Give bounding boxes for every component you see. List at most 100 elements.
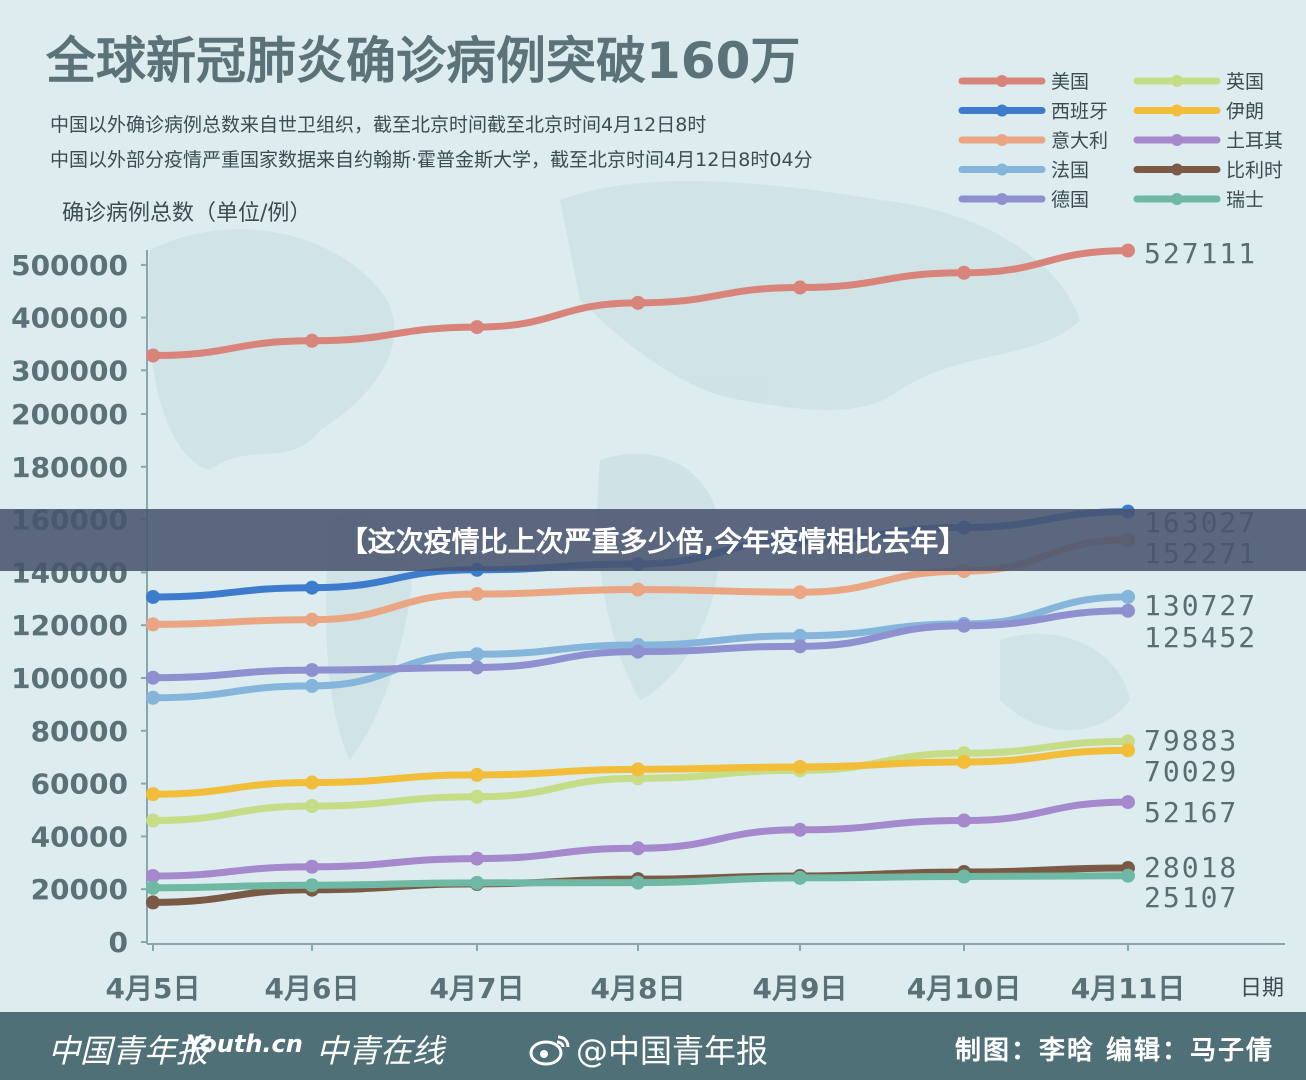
legend-item: 土耳其 [1133,130,1283,152]
legend-item: 西班牙 [958,101,1108,123]
data-point [1121,603,1135,618]
data-point [470,875,484,890]
data-label: 70029 [1144,755,1238,788]
legend-label: 英国 [1226,71,1264,93]
legend-label: 西班牙 [1051,101,1108,123]
data-point [957,869,971,884]
legend-label: 意大利 [1051,130,1108,152]
chart-subtitle: 中国以外部分疫情严重国家数据来自约翰斯·霍普金斯大学，截至北京时间4月12日8时… [50,149,813,171]
data-point [146,787,160,802]
data-point [631,841,645,856]
data-point [146,670,160,685]
data-label: 79883 [1144,724,1238,757]
x-tick-label: 4月6日 [265,972,360,1005]
data-point [793,870,807,885]
x-tick-label: 4月9日 [753,972,848,1005]
data-point [631,762,645,777]
data-point [470,587,484,602]
legend-item: 瑞士 [1133,189,1264,211]
chart-title: 全球新冠肺炎确诊病例突破160万 [45,32,800,90]
data-point [146,880,160,895]
weibo-icon [529,1035,570,1066]
weibo-handle[interactable]: @中国青年报 [528,1026,768,1072]
newspaper-logo: 中国青年报 [48,1032,209,1070]
data-point [305,663,319,678]
legend-marker [996,163,1008,176]
data-label: 125452 [1144,621,1257,654]
y-tick-label: 400000 [11,302,128,335]
legend-label: 德国 [1051,189,1089,211]
legend-marker [996,193,1008,205]
legend-item: 英国 [1133,71,1264,93]
online-logo: 中青在线 [316,1032,445,1070]
data-point [1121,795,1135,810]
legend-marker [1171,193,1183,205]
y-tick-label: 100000 [11,662,128,695]
legend-item: 美国 [958,71,1089,93]
data-point [146,617,160,632]
legend-label: 美国 [1051,71,1089,93]
legend-item: 意大利 [958,130,1108,152]
data-point [793,639,807,654]
data-point [1121,589,1135,604]
legend-item: 德国 [958,189,1089,211]
x-tick-label: 4月7日 [430,972,525,1005]
data-point [631,644,645,659]
data-point [470,851,484,866]
data-label: 25107 [1144,881,1238,914]
legend-marker [996,75,1008,87]
series-line [149,798,1132,880]
data-point [146,589,160,604]
footer-bar: 中国青年报 Youth.cn 中青在线 @中国青年报 制图：李晗 编辑：马子倩 [0,1012,1306,1080]
data-point [957,754,971,769]
data-point [957,265,971,280]
series-1: 527111 [146,237,1255,363]
youth-logo: Youth.cn [186,1030,303,1058]
y-tick-label: 300000 [11,354,128,387]
data-point [957,618,971,633]
y-tick-label: 0 [109,926,128,959]
x-tick-label: 4月5日 [106,972,201,1005]
data-point [631,582,645,597]
series-10: 25107 [146,868,1238,914]
y-tick-label: 120000 [11,609,128,642]
data-point [470,767,484,782]
legend-marker [1171,104,1183,117]
legend-label: 法国 [1051,160,1089,182]
data-point [146,813,160,828]
data-point [631,875,645,890]
data-point [470,320,484,335]
x-tick-label: 4月11日 [1071,972,1185,1005]
y-tick-label: 500000 [11,249,128,282]
data-point [146,869,160,883]
data-point [470,789,484,804]
data-point [305,612,319,627]
y-tick-label: 60000 [31,768,128,801]
y-tick-label: 200000 [11,398,128,431]
headline-banner: 【这次疫情比上次严重多少倍,今年疫情相比去年】 [0,509,1306,571]
legend-item: 伊朗 [1133,101,1264,123]
legend-marker [996,104,1008,117]
y-axis-label: 确诊病例总数（单位/例） [62,201,311,226]
series-8: 52167 [146,795,1238,883]
chart-subtitle: 中国以外确诊病例总数来自世卫组织，截至北京时间截至北京时间4月12日8时 [50,114,706,136]
data-label: 52167 [1144,796,1238,829]
x-axis-label: 日期 [1240,976,1284,1001]
data-point [305,678,319,693]
data-point [146,690,160,705]
legend-label: 土耳其 [1226,130,1283,152]
banner-text: 【这次疫情比上次严重多少倍,今年疫情相比去年】 [339,525,967,558]
data-point [793,280,807,295]
legend-marker [1171,75,1183,87]
data-point [631,295,645,310]
legend-marker [1171,163,1183,176]
data-point [793,822,807,837]
legend-marker [996,134,1008,146]
y-tick-label: 80000 [31,715,128,748]
legend-item: 法国 [958,160,1089,182]
data-point [470,660,484,675]
x-tick-label: 4月10日 [907,972,1021,1005]
y-tick-label: 40000 [31,820,128,853]
series-7: 70029 [146,743,1238,802]
legend-item: 比利时 [1133,160,1283,182]
